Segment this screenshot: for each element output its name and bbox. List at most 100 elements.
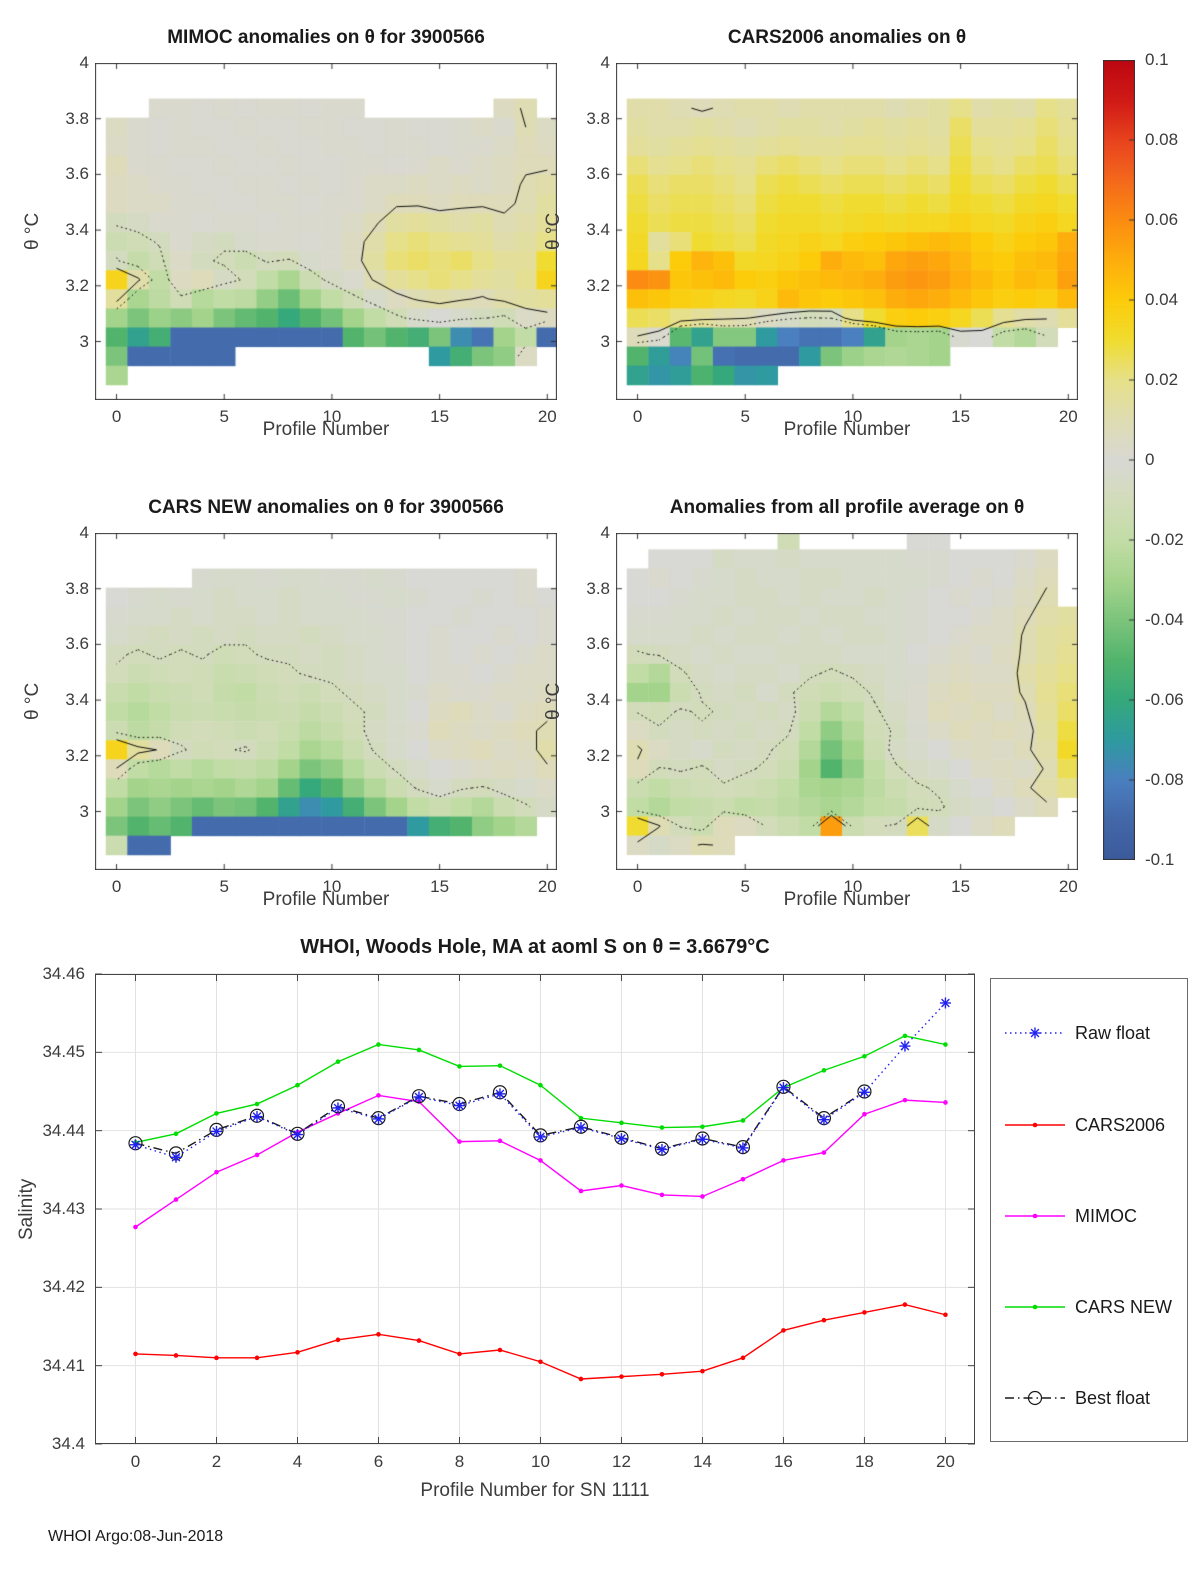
tick-label: 0 [111,407,122,426]
tick-label: 5 [219,877,229,896]
tick-label: 0.08 [1145,130,1179,149]
tick-label: 34.44 [42,1120,85,1140]
x-axis-label: Profile Number for SN 1111 [420,1480,650,1501]
tick-label: 3.8 [586,578,610,598]
panel-title-mimoc: MIMOC anomalies on θ for 3900566 [167,27,485,48]
tick-label: 5 [740,407,750,426]
heatmap-canvas-mimoc [95,63,557,400]
tick-label: 0 [1145,450,1155,469]
tick-label: 3.6 [65,634,89,654]
tick-label: 34.4 [51,1434,85,1453]
tick-label: 14 [692,1452,712,1471]
tick-label: 4 [600,523,610,542]
tick-label: 34.42 [42,1277,85,1297]
legend-label: MIMOC [1075,1205,1137,1226]
legend-label: CARS2006 [1075,1114,1166,1135]
tick-label: 3.2 [65,275,89,295]
tick-label: 3.6 [586,164,610,184]
tick-label: 34.43 [42,1199,85,1218]
legend-label: Raw float [1075,1022,1151,1043]
tick-label: 15 [951,407,971,426]
tick-label: 3.4 [586,690,610,710]
legend-item-best-float: Best float [1003,1387,1150,1409]
tick-label: 0.02 [1145,370,1179,389]
x-axis-label: Profile Number [783,889,911,910]
tick-label: 10 [322,407,342,426]
x-axis-label: Profile Number [783,419,911,440]
tick-label: 3.8 [586,108,610,128]
tick-label: 15 [951,877,971,896]
x-axis-label: Profile Number [262,419,390,440]
tick-label: 10 [843,407,863,426]
tick-label: 3 [600,801,610,821]
tick-label: 16 [773,1452,793,1471]
heatmap-panel-cars2006: CARS2006 anomalies on θ θ °C Profile Num… [543,27,1078,440]
tick-label: 8 [454,1452,465,1471]
legend: Raw float CARS2006 MIMOC CARS NEW Best float [990,978,1188,1442]
tick-label: 6 [373,1452,384,1471]
panel-title-carsnew: CARS NEW anomalies on θ for 3900566 [148,497,504,518]
legend-item-cars2006: CARS2006 [1003,1114,1165,1136]
legend-sample-line [1005,1027,1065,1039]
tick-label: 4 [600,53,610,72]
tick-label: 3.2 [586,745,610,765]
tick-label: 5 [219,407,229,426]
heatmap-canvas-allavg [616,533,1078,870]
tick-label: 15 [430,407,450,426]
tick-label: -0.08 [1145,770,1184,789]
heatmap-canvas-cars2006 [616,63,1078,400]
tick-label: 10 [843,877,863,896]
tick-label: 0.06 [1145,210,1179,229]
tick-label: 12 [611,1452,631,1471]
legend-label: CARS NEW [1075,1296,1173,1317]
tick-label: 0 [632,877,643,896]
heatmap-canvas-carsnew [95,533,557,870]
tick-label: 20 [1058,877,1078,896]
legend-item-mimoc: MIMOC [1003,1205,1137,1227]
tick-label: -0.06 [1145,690,1184,709]
tick-label: 20 [537,407,557,426]
tick-label: 3.4 [586,220,610,240]
tick-label: 3.2 [65,745,89,765]
legend-item-raw-float: Raw float [1003,1022,1150,1044]
tick-label: 3.4 [65,220,89,240]
tick-label: 3 [600,331,610,351]
tick-label: 20 [1058,407,1078,426]
salinity-plot [95,973,975,1445]
colorbar: 0.1 0.08 0.06 0.04 0.02 0 -0.02 -0.04 -0.06 -0.08… [1103,50,1184,869]
tick-label: -0.04 [1145,610,1184,629]
tick-label: 5 [740,877,750,896]
tick-label: 34.46 [42,964,85,983]
tick-label: 34.41 [42,1355,85,1375]
tick-label: 18 [854,1452,874,1471]
legend-sample-line [1005,1304,1065,1310]
panel-title-salinity: WHOI, Woods Hole, MA at aoml S on θ = 3.… [300,936,770,958]
panel-title-cars2006: CARS2006 anomalies on θ [727,27,967,48]
tick-label: 3 [79,331,89,351]
tick-label: -0.1 [1145,850,1175,869]
tick-label: 10 [530,1452,550,1471]
tick-label: 3.8 [65,578,89,598]
x-axis-label: Profile Number [262,889,390,910]
tick-label: 3.2 [586,275,610,295]
tick-label: 34.45 [42,1042,85,1062]
legend-sample-line [1005,1390,1065,1406]
panel-title-allavg: Anomalies from all profile average on θ [669,497,1025,518]
legend-sample-line [1005,1122,1065,1128]
tick-label: -0.02 [1145,530,1184,549]
heatmap-panel-carsnew: CARS NEW anomalies on θ for 3900566 θ °C… [22,497,557,910]
legend-item-cars-new: CARS NEW [1003,1296,1172,1318]
colorbar-gradient [1103,60,1135,860]
heatmap-panel-mimoc: MIMOC anomalies on θ for 3900566 θ °C Pr… [22,27,557,440]
tick-label: 0.04 [1145,290,1179,309]
tick-label: 3.6 [586,634,610,654]
tick-label: 2 [211,1452,222,1471]
tick-label: 10 [322,877,342,896]
legend-sample-line [1005,1213,1065,1219]
tick-label: 3.8 [65,108,89,128]
tick-label: 20 [537,877,557,896]
tick-label: 0.1 [1145,50,1169,69]
tick-label: 0 [111,877,122,896]
tick-label: 15 [430,877,450,896]
